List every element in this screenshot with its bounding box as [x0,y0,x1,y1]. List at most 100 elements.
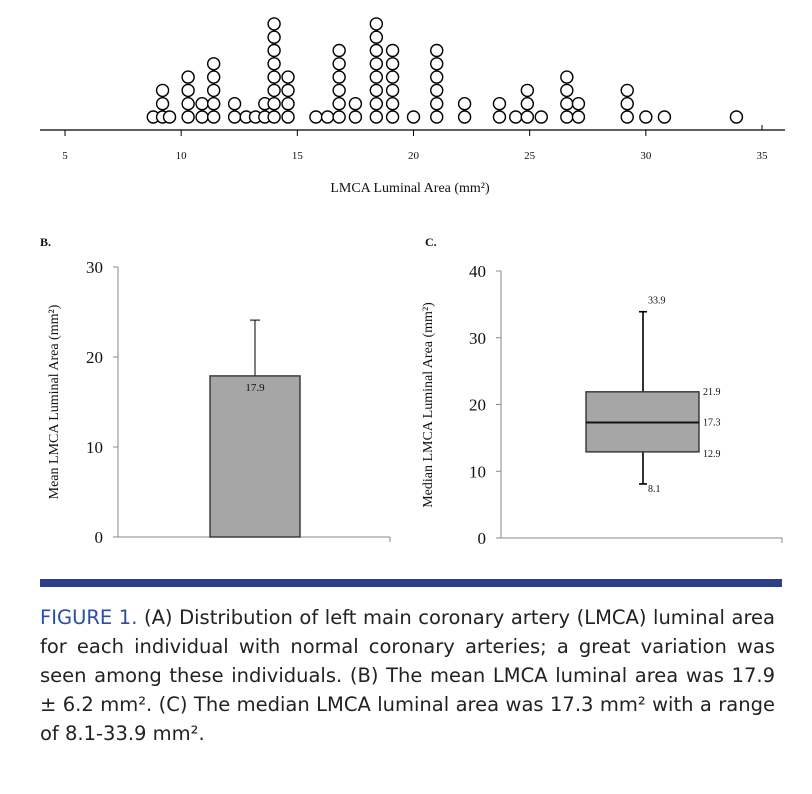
data-point [227,96,242,111]
data-point [162,110,177,124]
data-point [457,110,472,124]
data-point [155,83,170,98]
data-point [620,83,634,98]
data-point [430,96,444,111]
data-point [206,110,221,124]
data-point [155,96,170,111]
data-point [560,70,574,84]
x-tick-label-a: 30 [640,150,652,162]
x-tick-label-a: 20 [408,150,420,162]
y-tick-label-b: 20 [86,348,103,367]
caption-text: (A) Distribution of left main coronary a… [40,606,775,745]
data-point [348,96,363,111]
data-point [385,83,400,98]
q3-label: 21.9 [703,387,721,398]
data-point [560,110,574,124]
y-tick-label-c: 0 [478,529,487,548]
data-point [281,96,295,111]
panel-label-b: B. [40,235,51,249]
data-point [620,110,634,124]
figure-caption: FIGURE 1. (A) Distribution of left main … [40,603,775,748]
data-point [520,96,535,111]
data-point [206,57,221,71]
data-point [430,83,444,98]
caption-label: FIGURE 1. [40,606,138,629]
data-point [267,96,281,111]
data-point [227,110,242,124]
x-tick-label-a: 35 [757,150,769,162]
data-point [281,70,295,84]
data-point [332,83,346,98]
data-point [332,70,346,84]
x-tick-label-a: 10 [176,150,188,162]
data-point [385,57,400,71]
data-point [385,96,400,111]
data-point [729,110,744,124]
data-point [430,57,444,71]
data-point [369,110,384,124]
data-point [267,30,281,44]
panel-label-c: C. [425,235,437,249]
data-point [267,70,281,84]
figure: 5 10 15 20 25 30 35 LMCA Luminal Area (mm²) B. 0 1… [40,17,785,548]
data-point [492,96,507,111]
data-point [369,96,384,111]
data-point [430,70,444,84]
data-point [571,96,586,111]
x-tick-label-a: 5 [62,150,68,162]
data-point [560,96,574,111]
data-point [206,70,221,84]
data-point [332,96,346,111]
y-tick-label-c: 20 [469,396,486,415]
data-point [369,70,384,84]
data-point [281,83,295,98]
y-tick-label-c: 30 [469,329,486,348]
y-tick-label-c: 40 [469,262,486,281]
data-point [430,110,444,124]
data-point [267,57,281,71]
data-point [206,96,221,111]
data-point [181,83,195,98]
min-label: 8.1 [648,484,661,495]
y-tick-label-b: 30 [86,258,103,277]
data-point [195,110,209,124]
data-point [534,110,548,124]
data-point [639,110,653,124]
data-point [309,110,323,124]
median-label: 17.3 [703,418,721,429]
bar-data-label: 17.9 [245,382,265,394]
data-point [332,57,346,71]
data-point [369,83,384,98]
data-point [348,110,363,124]
q1-label: 12.9 [703,449,721,460]
data-point [620,96,634,111]
data-point [571,110,586,124]
y-axis-label-c: Median LMCA Luminal Area (mm²) [421,302,436,508]
data-point [369,30,384,44]
data-point [385,43,400,58]
data-point [206,83,221,98]
y-tick-label-c: 10 [469,462,486,481]
data-point [267,110,281,124]
data-point [509,110,523,124]
data-point [520,110,535,124]
data-point [332,110,346,124]
y-tick-label-b: 10 [86,438,103,457]
data-point [320,110,335,124]
y-tick-label-b: 0 [95,528,104,547]
data-point [195,96,209,111]
data-point [369,17,384,31]
x-tick-label-a: 15 [292,150,304,162]
data-point [430,43,444,58]
data-point [385,70,400,84]
data-point [332,43,346,58]
data-point [181,70,195,84]
data-point [369,57,384,71]
data-point [492,110,507,124]
data-point [267,83,281,98]
data-point [385,110,400,124]
data-point [281,110,295,124]
x-tick-label-a: 25 [524,150,536,162]
data-point [520,83,535,98]
data-point [267,43,281,58]
